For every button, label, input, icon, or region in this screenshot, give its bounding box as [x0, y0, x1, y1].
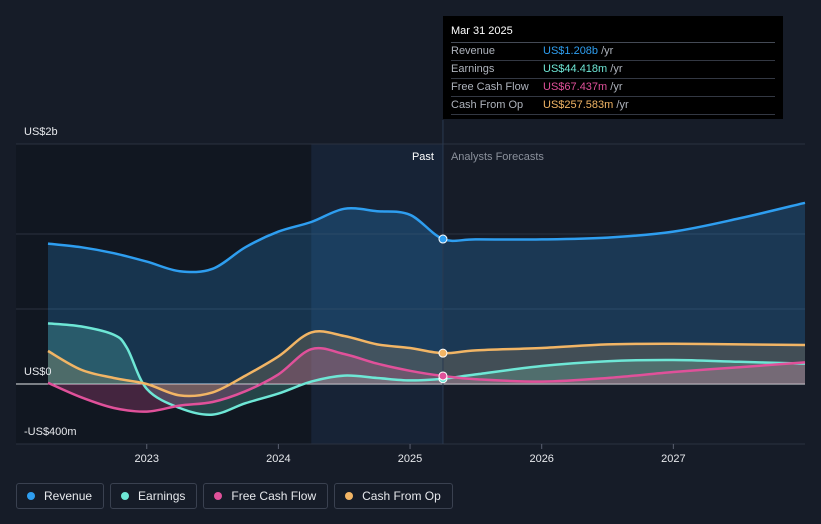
earnings-area: [48, 323, 805, 415]
revenue-marker: [438, 234, 448, 244]
y-axis-label: US$0: [24, 366, 52, 378]
legend-item-free-cash-flow[interactable]: Free Cash Flow: [203, 483, 329, 509]
tooltip-label: Earnings: [451, 63, 495, 75]
x-tick-label: 2023: [134, 453, 158, 465]
x-tick-label: 2026: [529, 453, 553, 465]
tooltip-value-number: US$1.208b: [543, 45, 599, 57]
data-tooltip: Mar 31 2025 Revenue US$1.208b /yr Earnin…: [443, 16, 783, 119]
y-axis-label: US$2b: [24, 126, 58, 138]
series-markers: [438, 234, 448, 384]
x-tick-label: 2027: [661, 453, 685, 465]
legend-label: Revenue: [44, 489, 93, 503]
tooltip-value: US$67.437m /yr: [543, 79, 623, 96]
tooltip-label: Cash From Op: [451, 99, 524, 111]
tooltip-unit: /yr: [607, 63, 623, 75]
tooltip-row-earnings: Earnings US$44.418m /yr: [451, 61, 775, 79]
earnings-dot-icon: [121, 492, 130, 500]
cash-from-op-marker: [438, 348, 448, 358]
chart-legend: Revenue Earnings Free Cash Flow Cash Fro…: [16, 483, 453, 509]
tooltip-label: Revenue: [451, 45, 496, 57]
forecast-label: Analysts Forecasts: [451, 151, 544, 163]
cash-from-op-dot-icon: [345, 492, 354, 500]
legend-item-cash-from-op[interactable]: Cash From Op: [334, 483, 453, 509]
series-lines: [47, 201, 806, 416]
tooltip-value: US$44.418m /yr: [543, 61, 623, 78]
free-cash-flow-line: [47, 346, 806, 413]
tooltip-value: US$257.583m /yr: [543, 97, 629, 114]
tooltip-unit: /yr: [607, 81, 623, 93]
tooltip-row-free-cash-flow: Free Cash Flow US$67.437m /yr: [451, 79, 775, 97]
x-tick-label: 2024: [266, 453, 290, 465]
revenue-line: [47, 201, 806, 274]
past-label: Past: [412, 151, 434, 163]
y-axis-label: -US$400m: [24, 426, 77, 438]
tooltip-date: Mar 31 2025: [451, 24, 775, 43]
free-cash-flow-dot-icon: [214, 492, 223, 500]
tooltip-value: US$1.208b /yr: [543, 43, 613, 60]
legend-label: Free Cash Flow: [231, 489, 317, 503]
tooltip-row-revenue: Revenue US$1.208b /yr: [451, 43, 775, 61]
revenue-dot-icon: [27, 492, 35, 500]
cash-from-op-line: [47, 329, 806, 398]
tooltip-label: Free Cash Flow: [451, 81, 529, 93]
legend-label: Earnings: [138, 489, 186, 503]
tooltip-unit: /yr: [613, 99, 629, 111]
y-axis-labels: US$2b US$0 -US$400m: [24, 126, 77, 438]
highlight-band: [311, 144, 443, 444]
tooltip-value-number: US$44.418m: [543, 63, 608, 75]
tooltip-value-number: US$257.583m: [543, 99, 614, 111]
past-shade: [16, 144, 312, 444]
cash-from-op-area: [48, 331, 805, 396]
legend-item-earnings[interactable]: Earnings: [110, 483, 198, 509]
revenue-area: [48, 202, 805, 384]
free-cash-flow-marker: [438, 371, 448, 381]
tooltip-unit: /yr: [598, 45, 614, 57]
x-axis-ticks: 2023 2024 2025 2026 2027: [134, 444, 686, 465]
earnings-line: [47, 322, 806, 416]
legend-label: Cash From Op: [362, 489, 441, 503]
tooltip-value-number: US$67.437m: [543, 81, 608, 93]
legend-item-revenue[interactable]: Revenue: [16, 483, 105, 509]
tooltip-row-cash-from-op: Cash From Op US$257.583m /yr: [451, 97, 775, 115]
x-tick-label: 2025: [398, 453, 422, 465]
